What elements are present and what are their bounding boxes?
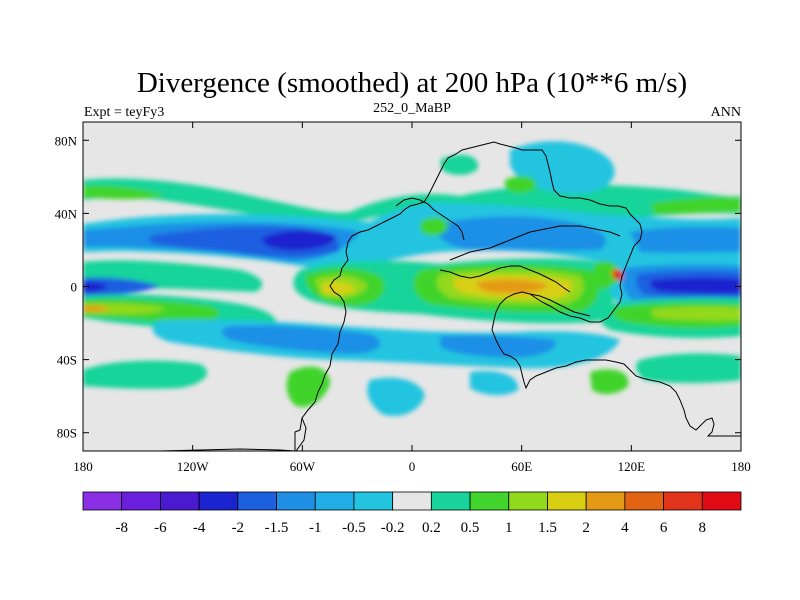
colorbar-label: -0.2 bbox=[381, 520, 405, 536]
contour-pos-nh-west bbox=[83, 185, 165, 200]
colorbar-label: 8 bbox=[699, 520, 707, 536]
continent-outline bbox=[294, 141, 741, 451]
colorbar-swatch bbox=[508, 491, 548, 511]
colorbar-label: -0.5 bbox=[342, 520, 366, 536]
contour-pos-sh-west-strong bbox=[83, 303, 165, 315]
colorbar-label: -1.5 bbox=[265, 520, 289, 536]
case-label: 252_0_MaBP bbox=[373, 101, 451, 116]
contour-neg-sh-mid-e bbox=[440, 335, 556, 358]
contour-pos-sh-east-strong bbox=[650, 306, 741, 321]
axis-ticks: 180 120W 60W 0 60E 120E 180 80N 40N 0 40S 80S bbox=[55, 122, 751, 474]
contour-pos-sh-pac2 bbox=[590, 369, 629, 395]
continent-outline-3 bbox=[439, 265, 571, 293]
y-tick-label: 40N bbox=[55, 206, 78, 221]
chart-title: Divergence (smoothed) at 200 hPa (10**6 … bbox=[137, 67, 687, 99]
colorbar-swatch bbox=[585, 491, 626, 511]
colorbar-label: 1 bbox=[505, 520, 513, 536]
x-tick-label: 180 bbox=[73, 459, 93, 474]
contour-neg-sh-io bbox=[470, 370, 519, 396]
colorbar-swatch bbox=[160, 491, 200, 511]
colorbar-swatch bbox=[624, 491, 664, 511]
x-tick-label: 120W bbox=[177, 459, 210, 474]
contour-neg-sh-mid bbox=[221, 325, 381, 354]
colorbar-label: -4 bbox=[193, 520, 206, 536]
contour-neg-eq-west bbox=[83, 277, 160, 296]
colorbar-label: 0.2 bbox=[422, 520, 441, 536]
colorbar-swatch bbox=[237, 491, 277, 511]
colorbar-label: 2 bbox=[582, 520, 590, 536]
colorbar-swatch bbox=[663, 491, 703, 511]
continent-outline-6 bbox=[295, 417, 307, 451]
x-tick-label: 0 bbox=[409, 459, 416, 474]
y-tick-label: 0 bbox=[71, 280, 78, 295]
contour-pos-nh-east bbox=[650, 197, 741, 215]
continent-outline-7 bbox=[159, 448, 296, 451]
map-plot-area bbox=[83, 122, 741, 451]
divergence-field bbox=[83, 141, 741, 416]
colorbar-swatch bbox=[121, 491, 161, 511]
colorbar-swatch bbox=[469, 491, 510, 511]
colorbar-label: 0.5 bbox=[461, 520, 480, 536]
contour-pos-nh-atl bbox=[420, 217, 448, 236]
colorbar-swatch bbox=[701, 491, 742, 511]
colorbar-label: -1 bbox=[309, 520, 322, 536]
colorbar-swatch bbox=[547, 491, 587, 511]
colorbar-swatch bbox=[198, 491, 239, 511]
contour-pos-sh-pac bbox=[635, 353, 741, 383]
contour-pos-pac-w bbox=[593, 260, 619, 289]
contour-neg-eq-pac-core bbox=[650, 277, 741, 294]
contour-pos-pac-w2 bbox=[611, 269, 624, 281]
continent-outline-4 bbox=[395, 197, 465, 241]
colorbar-swatch bbox=[276, 491, 316, 511]
colorbar-label: -2 bbox=[232, 520, 245, 536]
x-tick-label: 180 bbox=[731, 459, 751, 474]
contour-pos-sh-west-core bbox=[83, 305, 110, 312]
contour-neg-eq-west-core bbox=[83, 281, 108, 292]
continent-outline-2 bbox=[449, 225, 621, 261]
x-tick-label: 60W bbox=[290, 459, 316, 474]
colorbar-swatch bbox=[82, 491, 123, 511]
contour-pos-sh-lat bbox=[83, 360, 208, 389]
colorbar-swatch bbox=[314, 491, 355, 511]
x-tick-label: 60E bbox=[511, 459, 532, 474]
contour-pos-sh-sa bbox=[286, 366, 330, 407]
colorbar-label: 1.5 bbox=[538, 520, 557, 536]
contour-neg-nh-core bbox=[262, 230, 336, 251]
experiment-label: Expt = teyFy3 bbox=[84, 105, 164, 120]
colorbar-swatch bbox=[392, 491, 432, 511]
contour-pos-arctic bbox=[440, 154, 479, 175]
contour-neg-nh-east bbox=[437, 216, 606, 251]
colorbar-swatch bbox=[430, 491, 471, 511]
y-tick-label: 80N bbox=[55, 133, 78, 148]
contour-neg-asia bbox=[510, 141, 615, 195]
contour-neg-nh-pac bbox=[630, 226, 741, 253]
colorbar-label: 6 bbox=[660, 520, 668, 536]
contour-pos-blob-europe bbox=[505, 175, 536, 194]
colorbar-label: 4 bbox=[621, 520, 629, 536]
season-label: ANN bbox=[711, 105, 741, 120]
colorbar-label: -8 bbox=[115, 520, 128, 536]
continent-outline-5 bbox=[529, 293, 591, 317]
y-tick-label: 80S bbox=[57, 426, 77, 441]
colorbar-label: -6 bbox=[154, 520, 167, 536]
y-tick-label: 40S bbox=[57, 353, 77, 368]
contour-neg-sh-atl bbox=[367, 377, 425, 416]
x-tick-label: 120E bbox=[618, 459, 646, 474]
contour-pos-eq-io-peak bbox=[477, 279, 548, 294]
colorbar-swatch bbox=[353, 491, 394, 511]
colorbar: -8 -6 -4 -2 -1.5 -1 -0.5 -0.2 0.2 0.5 1 1.5 2 4 6 8 bbox=[82, 491, 742, 536]
